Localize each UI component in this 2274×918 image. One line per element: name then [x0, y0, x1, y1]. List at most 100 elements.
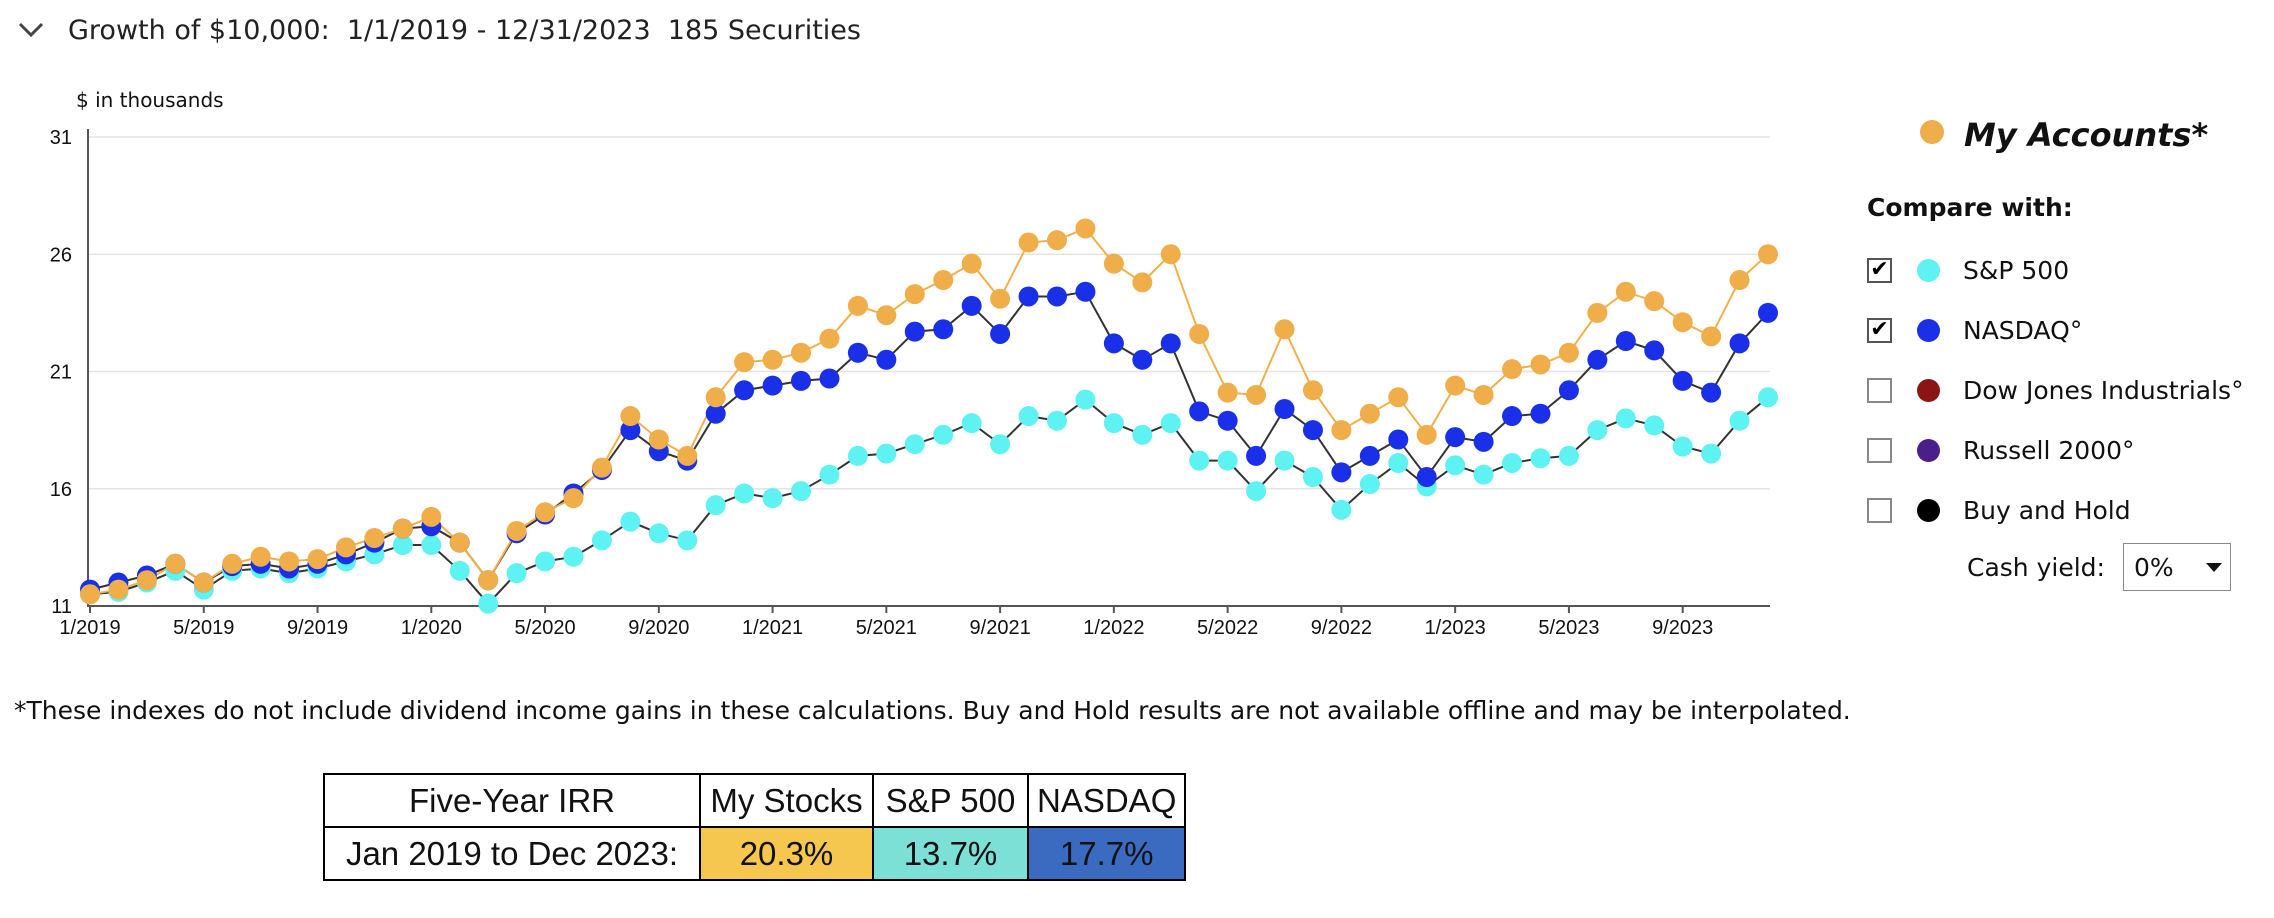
- x-tick-label: 1/2020: [401, 617, 462, 639]
- nasdaq-point: [1103, 333, 1124, 354]
- nasdaq-point: [1359, 445, 1380, 466]
- my-accounts-point: [335, 537, 356, 558]
- nasdaq-point: [1075, 281, 1096, 302]
- nasdaq-point: [819, 368, 840, 389]
- y-tick-label: 16: [50, 479, 72, 501]
- nasdaq-point: [1502, 406, 1523, 427]
- s-p-500-point: [734, 483, 755, 504]
- my-accounts-point: [933, 270, 954, 291]
- my-accounts-point: [1246, 384, 1267, 405]
- nasdaq-point: [705, 403, 726, 424]
- my-accounts-point: [250, 546, 271, 567]
- nasdaq-point: [1729, 333, 1750, 354]
- s-p-500-point: [1672, 436, 1693, 457]
- s-p-500-point: [1530, 448, 1551, 469]
- nasdaq-point: [1388, 429, 1409, 450]
- s-p-500-point: [1160, 413, 1181, 434]
- s-p-500-point: [1018, 406, 1039, 427]
- my-accounts-point: [1758, 244, 1778, 265]
- my-accounts-point: [620, 406, 641, 427]
- my-accounts-point: [1558, 342, 1579, 363]
- irr-period-label: Jan 2019 to Dec 2023:: [323, 826, 701, 881]
- s-p-500-point: [1217, 450, 1238, 471]
- my-accounts-point: [1018, 232, 1039, 253]
- s-p-500-point: [535, 551, 556, 572]
- nasdaq-point: [791, 370, 812, 391]
- my-accounts-point: [1189, 323, 1210, 344]
- x-tick-label: 9/2019: [287, 617, 348, 639]
- irr-header-row: Five-Year IRR My Stocks S&P 500 NASDAQ: [323, 773, 1187, 828]
- my-accounts-point: [1103, 253, 1124, 274]
- x-tick-label: 9/2022: [1311, 617, 1372, 639]
- buy-and-hold-checkbox[interactable]: [1867, 497, 1892, 523]
- russell-2000-checkbox[interactable]: [1867, 437, 1892, 463]
- s-p-500-point: [1701, 443, 1722, 464]
- cash-yield-label: Cash yield:: [1967, 552, 2105, 582]
- nasdaq-legend-dot: [1917, 318, 1940, 342]
- my-accounts-point: [1672, 312, 1693, 333]
- my-accounts-point: [1473, 384, 1494, 405]
- s-p-500-point: [1331, 499, 1352, 520]
- chart-header[interactable]: Growth of $10,000: 1/1/2019 - 12/31/2023…: [12, 10, 861, 50]
- s-p-500-point: [1502, 452, 1523, 473]
- s-p-500-point: [392, 535, 413, 556]
- dow-jones-checkbox[interactable]: [1867, 377, 1892, 403]
- my-accounts-point: [904, 284, 925, 305]
- cash-yield-select[interactable]: 0%: [2122, 543, 2231, 591]
- y-axis-unit-label: $ in thousands: [76, 88, 224, 112]
- my-accounts-point: [762, 349, 783, 370]
- x-tick-label: 1/2021: [742, 617, 803, 639]
- irr-header-title: Five-Year IRR: [323, 773, 701, 828]
- nasdaq-point: [1046, 286, 1067, 307]
- my-accounts-point: [222, 553, 243, 574]
- s-p-500-point: [449, 560, 470, 581]
- buy-and-hold-legend-dot: [1917, 498, 1940, 522]
- legend-item-sp500[interactable]: S&P 500: [1867, 252, 2069, 288]
- chart-title: Growth of $10,000: 1/1/2019 - 12/31/2023…: [68, 14, 861, 46]
- buy-and-hold-legend-label: Buy and Hold: [1963, 495, 2131, 525]
- s-p-500-point: [847, 445, 868, 466]
- nasdaq-point: [1416, 467, 1437, 488]
- nasdaq-checkbox[interactable]: [1867, 317, 1892, 343]
- x-tick-label: 5/2023: [1538, 617, 1599, 639]
- legend-item-russell-2000[interactable]: Russell 2000°: [1867, 432, 2134, 468]
- x-tick-label: 9/2021: [970, 617, 1031, 639]
- s-p-500-point: [1075, 389, 1096, 410]
- my-accounts-point: [108, 579, 129, 600]
- x-tick-label: 5/2022: [1197, 617, 1258, 639]
- s-p-500-point: [620, 511, 641, 532]
- dow-jones-legend-dot: [1917, 378, 1940, 402]
- sp500-checkbox[interactable]: [1867, 257, 1892, 283]
- s-p-500-point: [1359, 474, 1380, 495]
- legend-item-buy-and-hold[interactable]: Buy and Hold: [1867, 492, 2131, 528]
- s-p-500-point: [1274, 450, 1295, 471]
- legend-item-dow-jones[interactable]: Dow Jones Industrials°: [1867, 372, 2244, 408]
- nasdaq-point: [1274, 399, 1295, 420]
- my-accounts-point: [1615, 281, 1636, 302]
- s-p-500-point: [648, 523, 669, 544]
- s-p-500-point: [1103, 413, 1124, 434]
- nasdaq-point: [1189, 401, 1210, 422]
- s-p-500-point: [1644, 415, 1665, 436]
- chevron-down-icon[interactable]: [12, 15, 50, 45]
- s-p-500-point: [1558, 445, 1579, 466]
- irr-my-stocks-value: 20.3%: [699, 826, 874, 881]
- s-p-500-point: [421, 535, 442, 556]
- my-accounts-point: [1729, 270, 1750, 291]
- s-p-500-point: [1758, 387, 1778, 408]
- my-accounts-point: [478, 570, 499, 591]
- nasdaq-point: [1701, 382, 1722, 403]
- cash-yield-control: Cash yield: 0%: [1967, 543, 2231, 591]
- dropdown-arrow-icon[interactable]: [2205, 562, 2222, 572]
- my-accounts-point: [1530, 354, 1551, 375]
- legend-item-nasdaq[interactable]: NASDAQ°: [1867, 312, 2082, 348]
- my-accounts-point: [1359, 403, 1380, 424]
- russell-2000-legend-dot: [1917, 438, 1940, 462]
- my-accounts-point: [1274, 319, 1295, 340]
- s-p-500-point: [762, 488, 783, 509]
- s-p-500-point: [1729, 410, 1750, 431]
- my-accounts-point: [734, 352, 755, 373]
- my-accounts-point: [80, 584, 100, 605]
- y-tick-label: 21: [50, 362, 72, 384]
- nasdaq-point: [1246, 445, 1267, 466]
